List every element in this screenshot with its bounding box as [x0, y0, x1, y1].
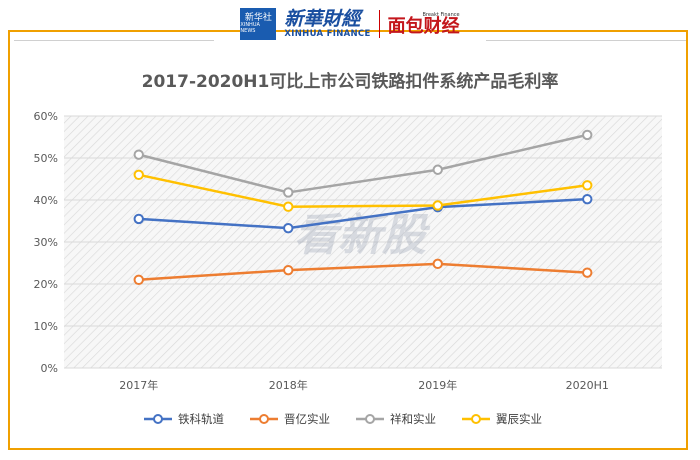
- data-point: [133, 213, 144, 225]
- xinhua-logo: 新华社 XINHUA NEWS: [240, 8, 277, 40]
- data-point: [283, 187, 294, 198]
- data-point: [582, 180, 593, 191]
- brand-separator: [378, 10, 380, 38]
- data-point: [283, 201, 294, 212]
- legend-label: 翼辰实业: [496, 412, 542, 426]
- x-tick-label: 2019年: [418, 378, 457, 392]
- y-tick-label: 50%: [34, 152, 58, 165]
- mianbao-logo: Breakt Finance 面包财经: [387, 11, 460, 37]
- data-point: [432, 200, 443, 211]
- data-point: [582, 129, 593, 141]
- series-line: [137, 173, 589, 208]
- data-point: [283, 264, 294, 276]
- series-line: [137, 133, 589, 194]
- legend-marker: [365, 414, 375, 424]
- y-tick-label: 0%: [41, 362, 58, 375]
- x-tick-label: 2020H1: [566, 379, 609, 392]
- mianbao-tag: Breakt Finance: [422, 11, 460, 18]
- legend-label: 晋亿实业: [284, 412, 330, 426]
- data-point: [432, 164, 443, 175]
- y-tick-label: 60%: [34, 110, 58, 123]
- legend-marker: [153, 414, 163, 424]
- mianbao-name: 面包财经: [387, 15, 460, 37]
- xinhua-finance-en: XINHUA FINANCE: [284, 28, 371, 39]
- data-point: [133, 169, 144, 181]
- series-line: [137, 262, 589, 282]
- y-tick-label: 20%: [34, 278, 58, 291]
- series-group: [133, 129, 593, 285]
- chart-title: 2017-2020H1可比上市公司铁路扣件系统产品毛利率: [142, 71, 559, 92]
- xinhua-news-text: XINHUA NEWS: [240, 22, 260, 34]
- brand-header: 新华社 XINHUA NEWS 新華財經 XINHUA FINANCE Brea…: [0, 6, 700, 42]
- brand-rule-right: [486, 40, 686, 41]
- legend-label: 祥和实业: [390, 412, 436, 426]
- y-tick-label: 40%: [34, 194, 58, 207]
- y-tick-label: 10%: [34, 320, 58, 333]
- x-tick-label: 2018年: [269, 378, 308, 392]
- data-point: [432, 258, 443, 270]
- data-point: [283, 222, 294, 234]
- data-point: [133, 274, 144, 285]
- xinhua-she-text: 新华社: [244, 12, 272, 23]
- legend-marker: [259, 414, 269, 424]
- data-point: [582, 193, 593, 205]
- y-axis-ticks: 0% 10% 20% 30% 40% 50% 60%: [34, 110, 58, 375]
- x-tick-label: 2017年: [119, 378, 158, 392]
- data-point: [133, 149, 144, 160]
- xinhua-finance-cn: 新華財經: [284, 7, 361, 30]
- legend-label: 铁科轨道: [178, 412, 224, 426]
- series-line: [137, 197, 589, 230]
- data-point: [582, 267, 593, 278]
- legend-marker: [471, 414, 481, 424]
- legend: 铁科轨道 晋亿实业 祥和实业 翼辰实业: [144, 412, 542, 426]
- y-tick-label: 30%: [34, 236, 58, 249]
- x-axis-ticks: 2017年 2018年 2019年 2020H1: [119, 378, 609, 392]
- xinhua-finance-logo: 新華財經 XINHUA FINANCE: [284, 7, 371, 39]
- brand-rule-left: [14, 40, 214, 41]
